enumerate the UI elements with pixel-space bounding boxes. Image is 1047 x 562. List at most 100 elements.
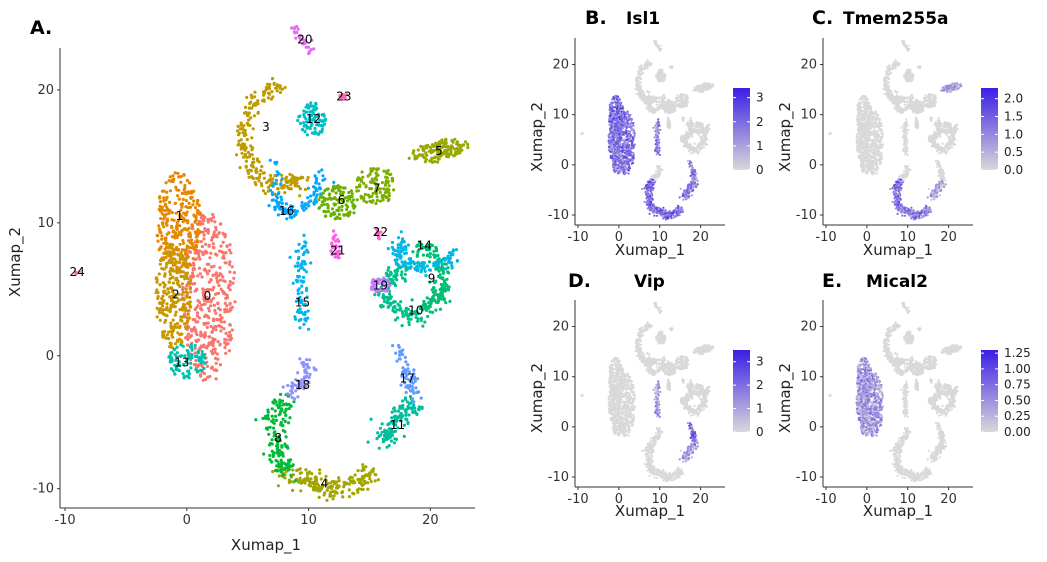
point	[294, 278, 298, 282]
point	[170, 330, 174, 335]
point	[196, 240, 200, 244]
point	[399, 250, 403, 254]
point	[314, 101, 318, 105]
point	[632, 156, 635, 159]
point	[421, 154, 425, 158]
point	[286, 462, 290, 466]
point	[270, 198, 274, 202]
point	[626, 161, 629, 164]
point	[261, 171, 265, 175]
point	[378, 426, 383, 430]
point	[165, 195, 169, 200]
point	[178, 270, 182, 274]
point	[298, 326, 302, 330]
point	[186, 221, 190, 225]
point	[228, 288, 232, 292]
point	[252, 114, 256, 118]
point	[227, 262, 232, 267]
point	[392, 441, 396, 445]
point	[628, 135, 631, 138]
point	[366, 481, 370, 485]
point	[275, 89, 279, 93]
point	[298, 357, 302, 361]
point	[668, 125, 671, 128]
point	[270, 90, 274, 94]
point	[232, 271, 236, 275]
point	[353, 473, 357, 477]
point	[623, 125, 626, 128]
point	[215, 352, 219, 356]
point	[390, 178, 394, 182]
point	[290, 26, 294, 30]
point	[635, 77, 638, 80]
point	[647, 105, 651, 108]
point	[396, 246, 400, 250]
point	[667, 98, 670, 101]
point	[624, 171, 628, 174]
point	[173, 171, 177, 175]
point	[192, 189, 196, 193]
point	[304, 371, 309, 375]
point	[292, 400, 296, 404]
point	[314, 479, 319, 483]
point	[416, 317, 420, 321]
point	[361, 487, 365, 491]
point	[409, 317, 413, 321]
point	[243, 105, 248, 109]
point	[356, 469, 360, 473]
cluster-label-8: 8	[274, 431, 282, 445]
point	[190, 348, 194, 352]
point	[385, 195, 389, 199]
point	[307, 327, 311, 331]
point	[683, 144, 686, 147]
point	[581, 132, 584, 135]
point	[198, 230, 202, 234]
point	[174, 211, 178, 215]
point	[282, 186, 286, 190]
point	[182, 322, 187, 326]
point	[221, 240, 225, 244]
point	[414, 386, 418, 390]
point	[393, 273, 397, 278]
point	[317, 495, 321, 499]
point	[196, 320, 200, 324]
point	[227, 283, 231, 287]
point	[170, 178, 174, 182]
point	[275, 170, 279, 174]
point	[667, 118, 670, 121]
point	[692, 130, 696, 133]
point	[182, 376, 186, 380]
point	[298, 121, 302, 125]
point	[184, 290, 188, 294]
point	[251, 127, 255, 131]
point	[300, 284, 304, 288]
point	[355, 178, 359, 182]
point	[394, 310, 398, 314]
point	[176, 283, 181, 287]
point	[224, 351, 228, 355]
point	[228, 270, 232, 274]
point	[400, 260, 404, 264]
point	[396, 236, 401, 240]
point	[176, 248, 181, 252]
point	[690, 147, 693, 150]
point	[451, 249, 455, 253]
point	[438, 273, 442, 277]
point	[189, 290, 193, 294]
point	[215, 235, 219, 239]
point	[654, 43, 657, 47]
point	[659, 48, 662, 51]
cluster-label-9: 9	[428, 272, 436, 286]
point	[306, 250, 310, 254]
point	[319, 192, 323, 196]
point	[305, 126, 309, 130]
point	[455, 140, 459, 145]
point	[440, 286, 444, 290]
point	[701, 135, 704, 138]
point	[398, 353, 402, 357]
x-tick-label: -10	[54, 513, 75, 528]
point	[708, 83, 711, 86]
point	[659, 44, 662, 47]
point	[293, 479, 297, 483]
point	[233, 300, 237, 304]
